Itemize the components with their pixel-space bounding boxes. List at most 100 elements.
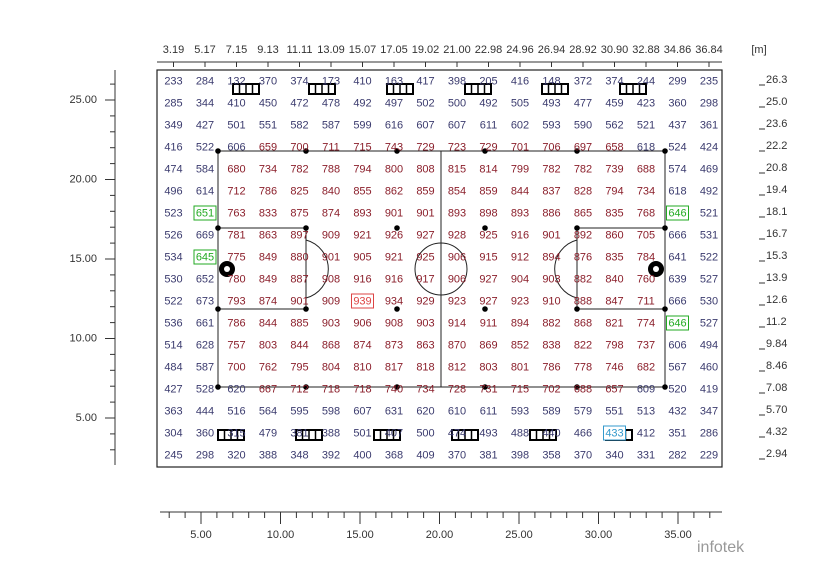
left-label: 5.00 bbox=[76, 412, 97, 424]
grid-value: 868 bbox=[574, 317, 592, 329]
court-dot bbox=[574, 148, 580, 154]
grid-value: 901 bbox=[416, 207, 434, 219]
grid-value: 646 bbox=[668, 207, 686, 219]
goals bbox=[219, 261, 664, 277]
grid-value: 852 bbox=[511, 339, 529, 351]
right-label: 8.46 bbox=[766, 360, 787, 372]
grid-value: 928 bbox=[448, 229, 466, 241]
grid-value: 844 bbox=[511, 185, 529, 197]
court-dot bbox=[215, 384, 221, 390]
grid-value: 450 bbox=[259, 97, 277, 109]
grid-value: 803 bbox=[479, 361, 497, 373]
grid-value: 370 bbox=[448, 449, 466, 461]
grid-value: 500 bbox=[416, 427, 434, 439]
goal-center bbox=[653, 266, 659, 272]
grid-value: 702 bbox=[542, 383, 560, 395]
grid-value: 873 bbox=[385, 339, 403, 351]
grid-value: 886 bbox=[542, 207, 560, 219]
grid-value: 610 bbox=[448, 405, 466, 417]
grid-value: 739 bbox=[605, 163, 623, 175]
court-dot bbox=[574, 306, 580, 312]
grid-value: 298 bbox=[196, 449, 214, 461]
grid-value: 901 bbox=[322, 251, 340, 263]
grid-value: 898 bbox=[479, 207, 497, 219]
court-dot bbox=[394, 384, 400, 390]
grid-value: 893 bbox=[448, 207, 466, 219]
grid-value: 799 bbox=[511, 163, 529, 175]
grid-value: 657 bbox=[605, 383, 623, 395]
court-dot bbox=[662, 148, 668, 154]
grid-value: 865 bbox=[574, 207, 592, 219]
grid-value: 737 bbox=[637, 339, 655, 351]
grid-value: 651 bbox=[196, 207, 214, 219]
right-label: 20.8 bbox=[766, 162, 787, 174]
grid-value: 934 bbox=[385, 295, 403, 307]
court-dot bbox=[662, 384, 668, 390]
left-label: 25.00 bbox=[69, 94, 97, 106]
grid-value: 304 bbox=[164, 427, 182, 439]
grid-value: 875 bbox=[290, 207, 308, 219]
grid-value: 840 bbox=[605, 273, 623, 285]
grid-value: 697 bbox=[574, 141, 592, 153]
grid-value: 870 bbox=[448, 339, 466, 351]
grid-value: 474 bbox=[164, 163, 182, 175]
court-dot bbox=[215, 148, 221, 154]
top-label: 3.19 bbox=[163, 44, 184, 56]
grid-value: 631 bbox=[385, 405, 403, 417]
grid-value: 923 bbox=[448, 295, 466, 307]
grid-value: 244 bbox=[637, 75, 655, 87]
grid-value: 800 bbox=[385, 163, 403, 175]
grid-value: 833 bbox=[259, 207, 277, 219]
court-dot bbox=[303, 306, 309, 312]
grid-value: 474 bbox=[448, 427, 466, 439]
grid-value: 794 bbox=[353, 163, 371, 175]
grid-value: 914 bbox=[448, 317, 466, 329]
grid-value: 762 bbox=[259, 361, 277, 373]
grid-value: 607 bbox=[416, 119, 434, 131]
left-label: 10.00 bbox=[69, 332, 97, 344]
grid-value: 374 bbox=[290, 75, 308, 87]
grid-value: 887 bbox=[290, 273, 308, 285]
grid-value: 734 bbox=[637, 185, 655, 197]
grid-value: 466 bbox=[574, 427, 592, 439]
court-dot bbox=[303, 225, 309, 231]
grid-value: 740 bbox=[385, 383, 403, 395]
grid-value: 905 bbox=[353, 251, 371, 263]
grid-value: 892 bbox=[574, 229, 592, 241]
grid-value: 479 bbox=[259, 427, 277, 439]
grid-value: 921 bbox=[353, 229, 371, 241]
grid-value: 782 bbox=[574, 163, 592, 175]
grid-value: 939 bbox=[353, 295, 371, 307]
grid-value: 501 bbox=[227, 119, 245, 131]
grid-value: 388 bbox=[322, 427, 340, 439]
court-dot bbox=[574, 225, 580, 231]
grid-value: 516 bbox=[227, 405, 245, 417]
grid-value: 400 bbox=[353, 449, 371, 461]
grid-value: 410 bbox=[353, 75, 371, 87]
grid-value: 682 bbox=[637, 361, 655, 373]
grid-value: 916 bbox=[353, 273, 371, 285]
grid-value: 494 bbox=[700, 339, 718, 351]
grid-value: 666 bbox=[668, 295, 686, 307]
grid-value: 788 bbox=[322, 163, 340, 175]
grid-value: 862 bbox=[385, 185, 403, 197]
highlight-box bbox=[666, 315, 689, 331]
grid-value: 285 bbox=[164, 97, 182, 109]
grid-value: 599 bbox=[353, 119, 371, 131]
grid-value: 614 bbox=[196, 185, 214, 197]
grid-value: 427 bbox=[164, 383, 182, 395]
grid-value: 412 bbox=[637, 427, 655, 439]
grid-value: 929 bbox=[416, 295, 434, 307]
grid-value: 782 bbox=[290, 163, 308, 175]
grid-value: 348 bbox=[290, 449, 308, 461]
grid-value: 700 bbox=[290, 141, 308, 153]
grid-value: 459 bbox=[605, 97, 623, 109]
grid-value: 564 bbox=[259, 405, 277, 417]
right-label: 4.32 bbox=[766, 426, 787, 438]
grid-value: 620 bbox=[227, 383, 245, 395]
grid-value: 903 bbox=[542, 273, 560, 285]
grid-value: 680 bbox=[227, 163, 245, 175]
court-dot bbox=[215, 306, 221, 312]
grid-value: 361 bbox=[700, 119, 718, 131]
grid-value: 743 bbox=[385, 141, 403, 153]
